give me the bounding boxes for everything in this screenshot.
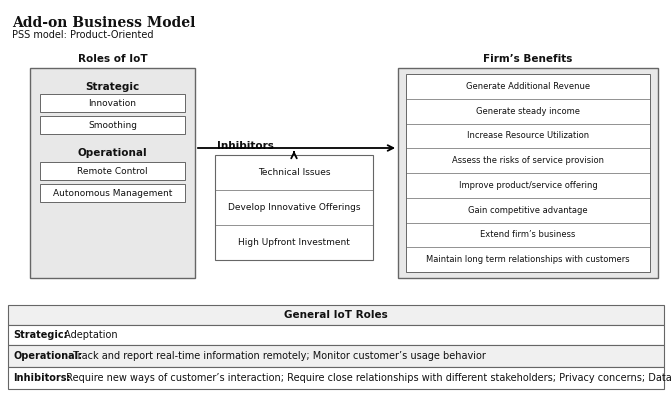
Text: Technical Issues: Technical Issues: [258, 168, 330, 177]
Text: Require new ways of customer’s interaction; Require close relationships with dif: Require new ways of customer’s interacti…: [63, 373, 672, 383]
Text: Extend firm’s business: Extend firm’s business: [480, 230, 576, 239]
Bar: [8, 325, 664, 345]
Text: Generate steady income: Generate steady income: [476, 107, 580, 116]
Text: Gain competitive advantage: Gain competitive advantage: [468, 206, 588, 214]
Bar: [8, 345, 664, 367]
Bar: [40, 116, 185, 134]
Text: Firm’s Benefits: Firm’s Benefits: [483, 54, 573, 64]
Bar: [398, 68, 658, 278]
Text: Add-on Business Model: Add-on Business Model: [12, 16, 196, 30]
Bar: [40, 162, 185, 180]
Text: Assess the risks of service provision: Assess the risks of service provision: [452, 156, 604, 165]
Bar: [40, 94, 185, 112]
Text: Roles of IoT: Roles of IoT: [78, 54, 147, 64]
Bar: [8, 305, 664, 325]
Text: Remote Control: Remote Control: [77, 167, 148, 175]
Text: Maintain long term relationships with customers: Maintain long term relationships with cu…: [426, 255, 630, 264]
Text: PSS model: Product-Oriented: PSS model: Product-Oriented: [12, 30, 153, 40]
Text: Track and report real-time information remotely; Monitor customer’s usage behavi: Track and report real-time information r…: [70, 351, 486, 361]
Text: Inhibitors: Inhibitors: [217, 141, 274, 151]
Text: Innovation: Innovation: [89, 98, 136, 107]
Text: High Upfront Investment: High Upfront Investment: [238, 238, 350, 247]
Text: Inhibitors:: Inhibitors:: [13, 373, 71, 383]
Text: General IoT Roles: General IoT Roles: [284, 310, 388, 320]
Bar: [215, 155, 373, 260]
Bar: [406, 74, 650, 272]
Bar: [30, 68, 195, 278]
Text: Develop Innovative Offerings: Develop Innovative Offerings: [228, 203, 360, 212]
Text: Adeptation: Adeptation: [61, 330, 118, 340]
Text: Operational: Operational: [78, 148, 147, 158]
Text: Strategic:: Strategic:: [13, 330, 68, 340]
Bar: [40, 184, 185, 202]
Text: Smoothing: Smoothing: [88, 120, 137, 130]
Text: Autonomous Management: Autonomous Management: [53, 188, 172, 198]
Text: Improve product/service offering: Improve product/service offering: [458, 181, 597, 190]
Bar: [8, 367, 664, 389]
Text: Generate Additional Revenue: Generate Additional Revenue: [466, 82, 590, 91]
Text: Strategic: Strategic: [85, 82, 140, 92]
Text: Operational:: Operational:: [13, 351, 82, 361]
Text: Increase Resource Utilization: Increase Resource Utilization: [467, 132, 589, 140]
